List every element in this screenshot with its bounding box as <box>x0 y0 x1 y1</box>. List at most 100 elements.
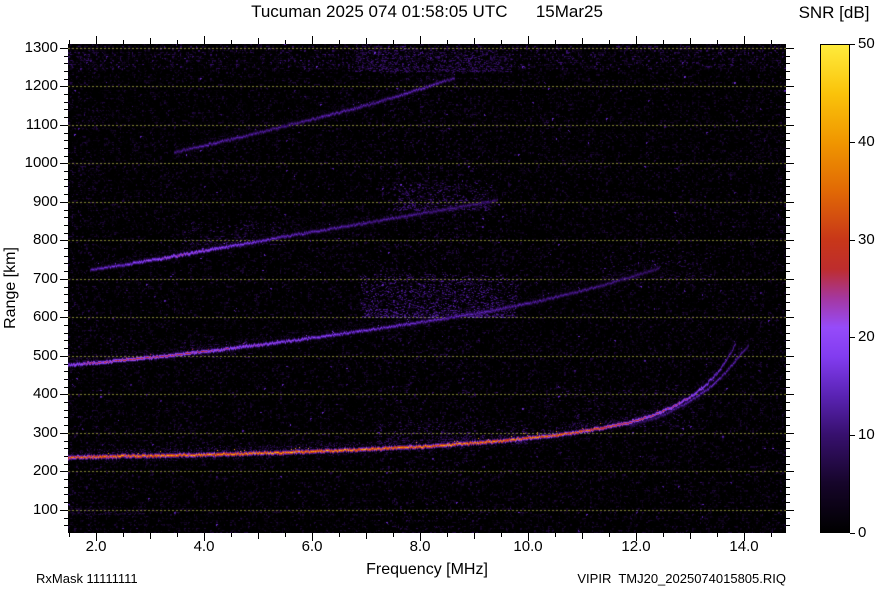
colorbar-tick-label: 20 <box>858 328 875 345</box>
plot-title: Tucuman 2025 074 01:58:05 UTC 15Mar25 <box>251 2 603 21</box>
x-tick-label: 4.0 <box>193 538 215 555</box>
y-minor-tick-right <box>786 171 790 172</box>
y-tick-label: 1300 <box>24 39 58 56</box>
y-minor-tick-left <box>64 133 68 134</box>
colorbar-tick <box>850 142 855 143</box>
y-major-tick-left <box>60 279 68 280</box>
x-tick-label: 8.0 <box>409 538 431 555</box>
x-major-tick-top <box>636 36 637 44</box>
y-major-tick-left <box>60 86 68 87</box>
y-minor-tick-right <box>786 194 790 195</box>
y-minor-tick-right <box>786 79 790 80</box>
y-minor-tick-right <box>786 94 790 95</box>
y-minor-tick-right <box>786 502 790 503</box>
y-minor-tick-left <box>64 479 68 480</box>
x-major-tick-top <box>204 36 205 44</box>
y-minor-tick-left <box>64 233 68 234</box>
y-major-tick-right <box>786 125 794 126</box>
y-major-tick-left <box>60 125 68 126</box>
y-major-tick-right <box>786 317 794 318</box>
x-major-tick-top <box>528 36 529 44</box>
y-major-tick-right <box>786 279 794 280</box>
colorbar-tick-label: 40 <box>858 133 875 150</box>
y-minor-tick-right <box>786 263 790 264</box>
y-minor-tick-left <box>64 425 68 426</box>
x-minor-tick-top <box>447 40 448 44</box>
x-minor-tick-top <box>690 38 691 44</box>
x-major-tick-bottom <box>420 533 421 541</box>
x-minor-tick-top <box>393 40 394 44</box>
y-minor-tick-left <box>64 148 68 149</box>
y-tick-label: 600 <box>32 308 58 325</box>
y-minor-tick-right <box>786 487 790 488</box>
x-minor-tick-bottom <box>474 533 475 539</box>
y-minor-tick-right <box>786 102 790 103</box>
y-minor-tick-left <box>64 494 68 495</box>
y-tick-label: 300 <box>32 424 58 441</box>
x-tick-label: 6.0 <box>301 538 323 555</box>
y-minor-tick-left <box>64 217 68 218</box>
x-minor-tick-top <box>717 40 718 44</box>
y-minor-tick-right <box>786 494 790 495</box>
y-minor-tick-left <box>64 117 68 118</box>
colorbar-tick <box>850 337 855 338</box>
y-tick-label: 1000 <box>24 154 58 171</box>
y-major-tick-left <box>60 394 68 395</box>
y-minor-tick-left <box>64 102 68 103</box>
y-minor-tick-right <box>786 109 790 110</box>
y-tick-label: 700 <box>32 270 58 287</box>
y-minor-tick-left <box>64 186 68 187</box>
colorbar-tick-label: 30 <box>858 231 875 248</box>
y-major-tick-left <box>60 240 68 241</box>
y-minor-tick-left <box>64 410 68 411</box>
x-minor-tick-top <box>474 38 475 44</box>
y-tick-label: 400 <box>32 385 58 402</box>
y-major-tick-right <box>786 86 794 87</box>
y-minor-tick-left <box>64 310 68 311</box>
y-major-tick-left <box>60 202 68 203</box>
y-minor-tick-right <box>786 63 790 64</box>
y-minor-tick-right <box>786 402 790 403</box>
y-minor-tick-left <box>64 402 68 403</box>
y-minor-tick-left <box>64 387 68 388</box>
y-minor-tick-left <box>64 294 68 295</box>
y-minor-tick-right <box>786 333 790 334</box>
x-major-tick-bottom <box>636 533 637 541</box>
y-minor-tick-left <box>64 225 68 226</box>
x-major-tick-bottom <box>312 533 313 541</box>
y-minor-tick-right <box>786 525 790 526</box>
x-minor-tick-bottom <box>771 533 772 537</box>
y-minor-tick-left <box>64 156 68 157</box>
y-minor-tick-left <box>64 79 68 80</box>
y-major-tick-right <box>786 48 794 49</box>
colorbar-title: SNR [dB] <box>798 3 870 22</box>
y-minor-tick-left <box>64 287 68 288</box>
y-minor-tick-right <box>786 364 790 365</box>
x-minor-tick-bottom <box>501 533 502 537</box>
y-minor-tick-left <box>64 371 68 372</box>
x-tick-label: 14.0 <box>729 538 759 555</box>
y-minor-tick-left <box>64 56 68 57</box>
y-minor-tick-right <box>786 148 790 149</box>
x-minor-tick-top <box>231 40 232 44</box>
y-minor-tick-right <box>786 133 790 134</box>
x-minor-tick-bottom <box>177 533 178 537</box>
y-minor-tick-right <box>786 233 790 234</box>
x-minor-tick-top <box>339 40 340 44</box>
x-minor-tick-bottom <box>393 533 394 537</box>
y-tick-label: 200 <box>32 462 58 479</box>
y-minor-tick-right <box>786 325 790 326</box>
y-minor-tick-right <box>786 179 790 180</box>
y-minor-tick-right <box>786 348 790 349</box>
y-major-tick-right <box>786 202 794 203</box>
x-tick-label: 10.0 <box>513 538 543 555</box>
x-minor-tick-bottom <box>123 533 124 537</box>
x-minor-tick-top <box>366 38 367 44</box>
x-major-tick-top <box>312 36 313 44</box>
file-text: VIPIR TMJ20_2025074015805.RIQ <box>577 571 786 586</box>
x-major-tick-bottom <box>528 533 529 541</box>
y-minor-tick-left <box>64 171 68 172</box>
x-tick-label: 12.0 <box>621 538 651 555</box>
y-tick-label: 500 <box>32 347 58 364</box>
